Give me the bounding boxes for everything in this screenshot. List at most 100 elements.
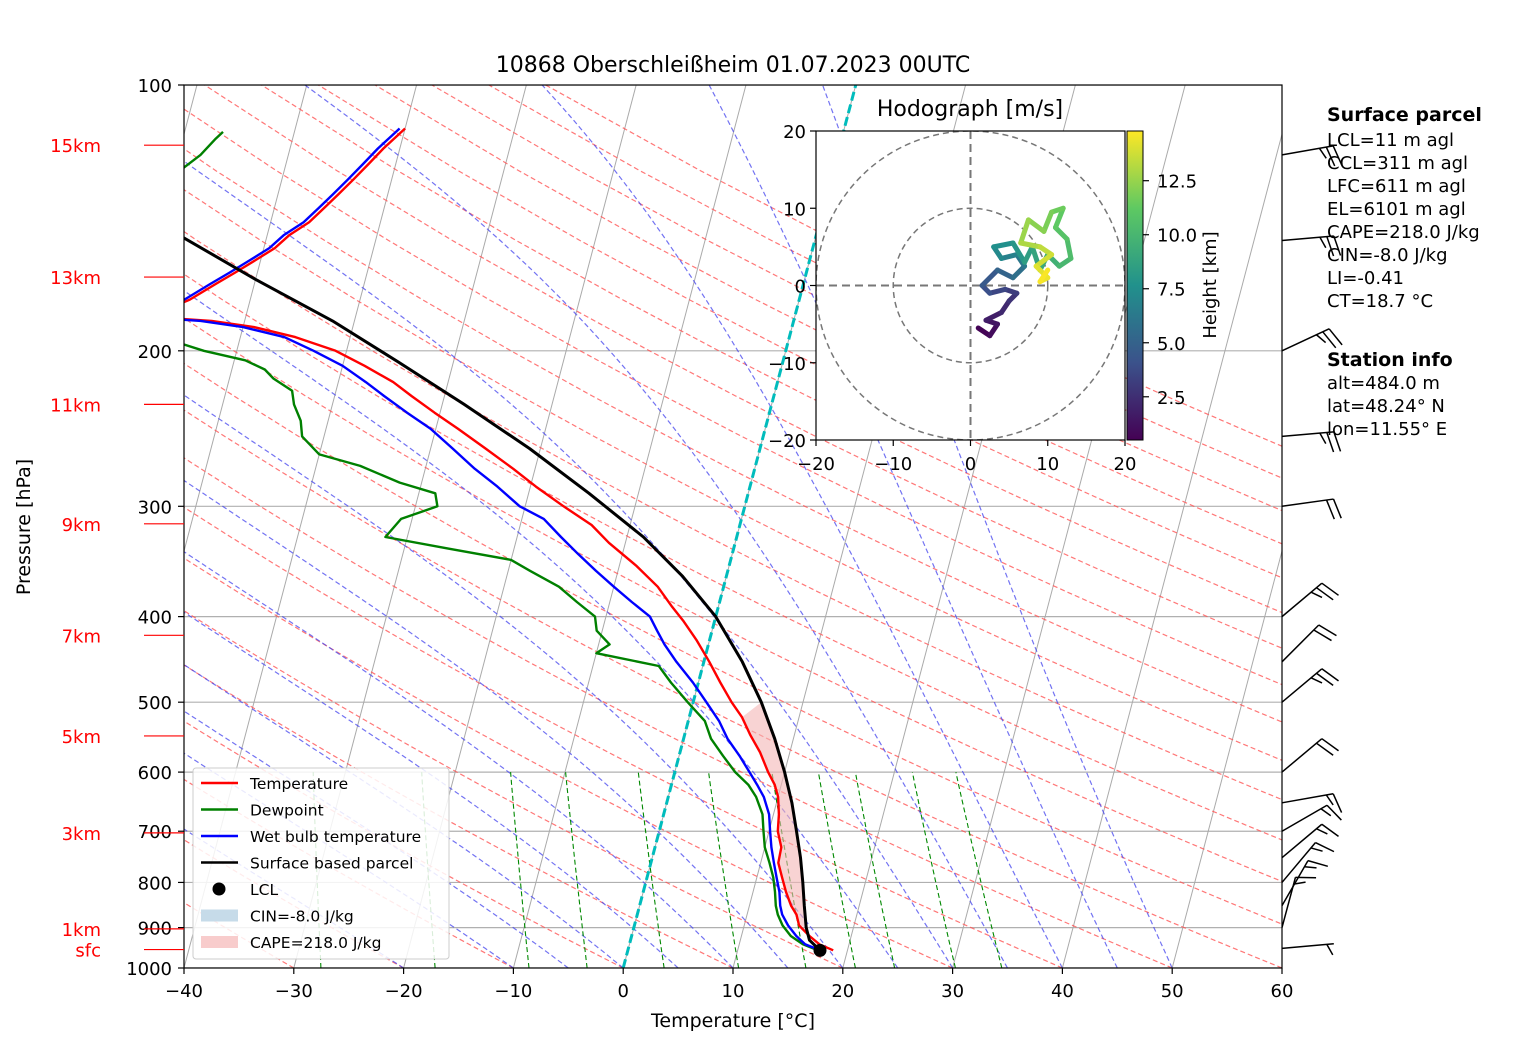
moist-adiabat — [184, 479, 789, 968]
x-tick-label: 30 — [941, 981, 964, 1002]
moist-adiabat — [708, 85, 1118, 968]
hodograph-segment — [1018, 240, 1043, 250]
hodograph-segment — [995, 267, 1016, 281]
x-tick-label: 60 — [1271, 981, 1294, 1002]
wind-barb — [1281, 943, 1334, 956]
moist-adiabat — [184, 394, 844, 968]
barb-feather — [1318, 147, 1327, 159]
dry-adiabat — [184, 901, 295, 968]
height-label: 15km — [50, 136, 101, 157]
lcl-marker — [813, 943, 827, 957]
moist-adiabat — [184, 550, 734, 968]
hodograph-x-tick-label: −10 — [874, 454, 912, 475]
height-label: 13km — [50, 268, 101, 289]
colorbar — [1126, 130, 1144, 441]
barb-staff — [1281, 431, 1334, 438]
barb-feather — [1307, 859, 1329, 868]
wind-barb — [1281, 859, 1329, 907]
barb-staff — [1281, 328, 1330, 352]
barb-feather — [1326, 236, 1335, 257]
moist-adiabat — [822, 85, 1173, 968]
x-axis-label: Temperature [°C] — [650, 1010, 815, 1032]
isotherm-line — [952, 85, 1186, 968]
barb-feather — [1293, 881, 1306, 885]
hodograph-segment — [1041, 209, 1055, 234]
isotherm-line — [1061, 132, 1282, 968]
surface-parcel-line: LFC=611 m agl — [1327, 176, 1466, 197]
x-tick-label: 40 — [1051, 981, 1074, 1002]
dry-adiabat — [184, 362, 1282, 925]
legend-box — [192, 767, 450, 960]
mixing-ratio-line — [510, 772, 530, 968]
barb-feather — [1316, 742, 1334, 756]
barb-feather — [1315, 841, 1335, 853]
hodograph-segment — [1052, 205, 1066, 231]
barb-feather — [1333, 235, 1342, 256]
wind-barb — [1281, 624, 1337, 663]
x-tick-label: 10 — [722, 981, 745, 1002]
legend-label: Wet bulb temperature — [250, 828, 421, 846]
wind-barb — [1281, 823, 1339, 859]
hodograph-title: Hodograph [m/s] — [877, 97, 1063, 122]
barb-feather — [1325, 499, 1335, 520]
hodograph-segment — [1010, 240, 1028, 265]
legend-swatch — [201, 936, 238, 948]
barb-feather — [1326, 432, 1335, 453]
surface-parcel-line: CIN=-8.0 J/kg — [1327, 245, 1448, 266]
dry-adiabat — [184, 273, 1282, 841]
wind-barb — [1281, 793, 1343, 813]
hodograph-y-tick-label: 0 — [795, 277, 806, 298]
hodograph-x-tick-label: 10 — [1036, 454, 1059, 475]
y-tick-label: 400 — [138, 608, 172, 629]
colorbar-tick-label: 5.0 — [1157, 334, 1186, 355]
mixing-ratio-line — [911, 771, 956, 968]
hodograph-y-tick-label: 10 — [783, 199, 806, 220]
barb-feather — [1322, 331, 1337, 349]
barb-staff — [1281, 842, 1316, 883]
isotherm-line — [1171, 549, 1282, 968]
station-info-title: Station info — [1327, 349, 1453, 371]
mixing-ratio-line — [955, 771, 1003, 968]
hodograph-x-tick-label: 20 — [1114, 454, 1137, 475]
x-tick-label: 20 — [831, 981, 854, 1002]
legend: Temperature Dewpoint Wet bulb temperature S… — [192, 767, 450, 960]
hodograph-segment — [991, 240, 1016, 250]
hodograph-segment — [987, 286, 1008, 296]
barb-staff — [1281, 624, 1320, 663]
wind-barb — [1281, 668, 1339, 703]
hodograph-y-tick-label: −20 — [768, 431, 806, 452]
surface-parcel-title: Surface parcel — [1327, 104, 1482, 126]
y-tick-label: 1000 — [126, 959, 172, 980]
surface-parcel-line: EL=6101 m agl — [1327, 199, 1466, 220]
barb-feather — [1326, 804, 1342, 821]
hodograph-segment — [1018, 217, 1031, 246]
barb-feather — [1332, 793, 1343, 813]
chart-title: 10868 Oberschleißheim 01.07.2023 00UTC — [496, 53, 971, 78]
barb-feather — [1333, 431, 1342, 452]
wind-barb — [1281, 738, 1339, 773]
barb-feather — [1313, 629, 1332, 642]
barb-feather — [1316, 672, 1334, 686]
dry-adiabat — [184, 664, 734, 968]
profile-lines — [184, 127, 834, 957]
dry-adiabat — [184, 148, 1282, 723]
legend-label: LCL — [250, 881, 278, 899]
barb-feather — [1328, 328, 1343, 346]
barb-feather — [1321, 823, 1339, 837]
moist-adiabat — [184, 290, 899, 968]
barb-feather — [1325, 146, 1336, 167]
x-tick-label: −20 — [385, 981, 423, 1002]
moist-adiabat — [184, 611, 679, 968]
dry-adiabat — [184, 188, 1282, 761]
hodograph-segment — [983, 310, 1004, 323]
surface-parcel-line: LCL=11 m agl — [1327, 130, 1454, 151]
barb-feather — [1315, 334, 1327, 344]
colorbar-tick-label: 7.5 — [1157, 280, 1186, 301]
dry-adiabat — [184, 230, 1282, 801]
surface-parcel-line: CT=18.7 °C — [1327, 291, 1433, 312]
barb-staff — [1281, 235, 1334, 242]
hodograph-segment — [979, 267, 1001, 288]
hodograph-background — [816, 131, 1125, 440]
legend-swatch — [201, 909, 238, 922]
